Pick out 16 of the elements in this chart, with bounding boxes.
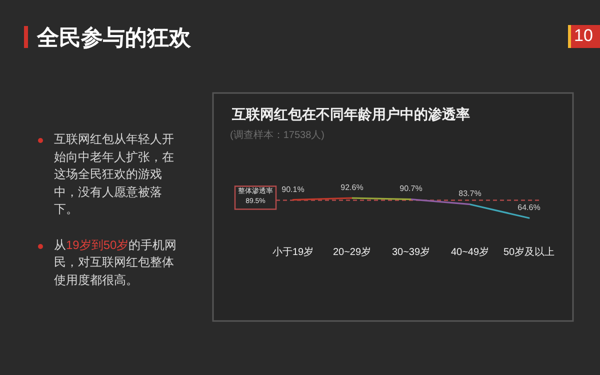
data-label: 90.7%	[398, 184, 424, 194]
x-tick-label: 20~29岁	[332, 246, 372, 259]
x-tick-label: 小于19岁	[271, 246, 315, 259]
x-tick-label: 40~49岁	[450, 247, 490, 258]
data-label: 90.1%	[282, 184, 304, 194]
text: 互联网红包从年轻人开始向中老年人扩张，在这场全民狂欢的游戏中，没有人愿意被落下。	[54, 131, 175, 218]
data-label: 64.6%	[516, 203, 542, 212]
chart-title: 互联网红包在不同年龄用户中的渗透率	[232, 106, 470, 124]
data-label: 83.7%	[458, 189, 482, 198]
x-tick-label: 30~39岁	[390, 246, 432, 259]
text: 从19岁到50岁的手机网民，对互联网红包整体使用度都很高。	[54, 236, 178, 288]
text: 10	[574, 26, 593, 46]
data-label: 92.6%	[340, 183, 364, 192]
text: 全民参与的狂欢	[37, 24, 191, 52]
x-tick-label: 50岁及以上	[502, 246, 556, 259]
chart-subtitle: (调查样本：17538人)	[230, 128, 324, 142]
